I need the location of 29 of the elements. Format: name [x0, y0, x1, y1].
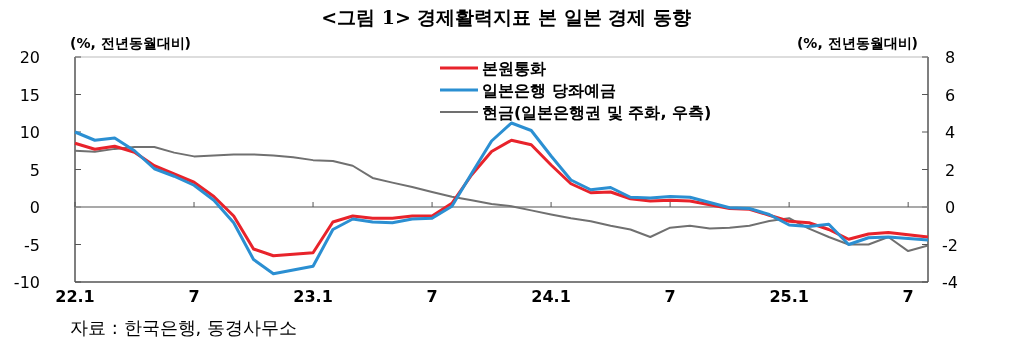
y2-tick-label: -2 [942, 235, 958, 255]
y-tick-label: -5 [24, 235, 40, 255]
x-tick-label: 7 [188, 287, 200, 306]
chart-title: <그림 1> 경제활력지표 본 일본 경제 동향 [321, 6, 691, 28]
y-tick-label: 20 [19, 48, 40, 67]
text: 자료 : 한국은행, 동경사무소 [70, 317, 297, 338]
y2-tick-label: 2 [944, 160, 956, 180]
y-tick-label: 15 [19, 85, 40, 105]
x-tick-label: 25.1 [769, 287, 809, 306]
x-tick-label: 24.1 [531, 287, 571, 306]
legend-label: 현금(일본은행권 및 주화, 우측) [482, 103, 712, 122]
legend-label: 본원통화 [482, 59, 546, 78]
y2-tick-label: 6 [944, 85, 956, 105]
y-tick-label: 5 [29, 160, 40, 180]
y-axis-title: (%, 전년동월대비) [70, 35, 192, 51]
x-tick-label: 7 [426, 287, 438, 306]
x-tick-label: 23.1 [293, 287, 333, 306]
x-tick-label: 7 [902, 287, 914, 306]
x-tick-label: 22.1 [55, 287, 95, 306]
y2-axis-title: (%, 전년동월대비) [796, 35, 918, 51]
y-tick-label: -10 [13, 273, 40, 292]
x-tick-label: 7 [664, 287, 676, 306]
legend-label: 일본은행 당좌예금 [482, 81, 616, 100]
y2-tick-label: 0 [944, 198, 956, 217]
y-tick-label: 10 [19, 123, 40, 142]
y-tick-label: 0 [29, 198, 40, 217]
y2-tick-label: -4 [942, 273, 958, 292]
y2-tick-label: 4 [944, 123, 956, 142]
y2-tick-label: 8 [944, 48, 956, 67]
